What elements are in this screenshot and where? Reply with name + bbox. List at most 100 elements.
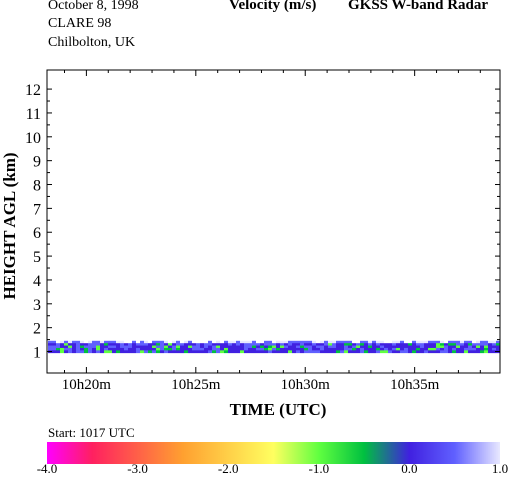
echo-cell bbox=[220, 345, 224, 349]
echo-cell bbox=[324, 345, 328, 349]
echo-cell bbox=[296, 340, 300, 344]
echo-cell bbox=[92, 343, 96, 346]
campaign-label: CLARE 98 bbox=[48, 16, 112, 31]
y-tick-label: 3 bbox=[33, 297, 41, 314]
echo-cell bbox=[336, 350, 340, 354]
echo-cell bbox=[276, 340, 280, 344]
echo-cell bbox=[52, 345, 56, 349]
echo-cell bbox=[80, 350, 84, 354]
echo-cell bbox=[280, 343, 284, 346]
echo-cell bbox=[152, 350, 156, 354]
echo-cell bbox=[480, 343, 484, 346]
echo-cell bbox=[292, 345, 296, 349]
echo-cell bbox=[456, 347, 460, 351]
echo-cell bbox=[308, 345, 312, 349]
echo-cell bbox=[68, 347, 72, 351]
echo-cell bbox=[448, 345, 452, 349]
echo-cell bbox=[244, 350, 248, 354]
y-axis-title: HEIGHT AGL (km) bbox=[0, 152, 19, 299]
echo-cell bbox=[136, 343, 140, 346]
echo-cell bbox=[124, 345, 128, 349]
echo-cell bbox=[144, 350, 148, 354]
echo-cell bbox=[380, 347, 384, 351]
echo-cell bbox=[56, 345, 60, 349]
colorbar bbox=[47, 442, 500, 464]
echo-cell bbox=[332, 343, 336, 346]
echo-cell bbox=[156, 343, 160, 346]
echo-cell bbox=[72, 343, 76, 346]
echo-cell bbox=[240, 343, 244, 346]
echo-cell bbox=[268, 345, 272, 349]
echo-cell bbox=[360, 343, 364, 346]
echo-cell bbox=[96, 345, 100, 349]
echo-cell bbox=[200, 345, 204, 349]
echo-cell bbox=[424, 340, 428, 344]
echo-cell bbox=[84, 343, 88, 346]
start-time-label: Start: 1017 UTC bbox=[48, 425, 135, 440]
echo-cell bbox=[100, 347, 104, 351]
echo-cell bbox=[468, 347, 472, 351]
echo-cell bbox=[440, 347, 444, 351]
echo-cell bbox=[56, 350, 60, 354]
echo-cell bbox=[488, 340, 492, 344]
echo-cell bbox=[456, 345, 460, 349]
echo-cell bbox=[148, 343, 152, 346]
echo-cell bbox=[376, 343, 380, 346]
echo-cell bbox=[428, 343, 432, 346]
echo-cell bbox=[248, 343, 252, 346]
echo-cell bbox=[172, 340, 176, 344]
echo-cell bbox=[168, 343, 172, 346]
echo-cell bbox=[396, 343, 400, 346]
echo-cell bbox=[128, 350, 132, 354]
echo-cell bbox=[244, 347, 248, 351]
x-axis-title: TIME (UTC) bbox=[230, 400, 327, 419]
echo-cell bbox=[372, 350, 376, 354]
echo-cell bbox=[448, 347, 452, 351]
echo-cell bbox=[100, 345, 104, 349]
echo-cell bbox=[252, 345, 256, 349]
echo-cell bbox=[284, 340, 288, 344]
echo-cell bbox=[280, 350, 284, 354]
echo-cell bbox=[204, 343, 208, 346]
echo-cell bbox=[124, 350, 128, 354]
echo-cell bbox=[108, 347, 112, 351]
echo-cell bbox=[120, 343, 124, 346]
echo-cell bbox=[160, 340, 164, 344]
echo-cell bbox=[156, 347, 160, 351]
echo-cell bbox=[276, 350, 280, 354]
echo-cell bbox=[416, 345, 420, 349]
echo-cell bbox=[276, 343, 280, 346]
echo-cell bbox=[112, 340, 116, 344]
echo-cell bbox=[316, 350, 320, 354]
echo-cell bbox=[420, 340, 424, 344]
echo-cell bbox=[116, 340, 120, 344]
echo-cell bbox=[384, 347, 388, 351]
echo-cell bbox=[464, 350, 468, 354]
echo-cell bbox=[304, 345, 308, 349]
echo-cell bbox=[368, 343, 372, 346]
echo-cell bbox=[292, 350, 296, 354]
echo-cell bbox=[64, 347, 68, 351]
echo-cell bbox=[124, 347, 128, 351]
echo-cell bbox=[464, 347, 468, 351]
echo-cell bbox=[176, 350, 180, 354]
echo-cell bbox=[444, 350, 448, 354]
echo-cell bbox=[112, 345, 116, 349]
echo-cell bbox=[88, 340, 92, 344]
echo-cell bbox=[312, 347, 316, 351]
echo-cell bbox=[344, 340, 348, 344]
echo-cell bbox=[416, 340, 420, 344]
echo-cell bbox=[152, 340, 156, 344]
echo-cell bbox=[404, 350, 408, 354]
echo-cell bbox=[144, 345, 148, 349]
echo-cell bbox=[316, 345, 320, 349]
echo-cell bbox=[364, 345, 368, 349]
echo-cell bbox=[272, 343, 276, 346]
echo-cell bbox=[252, 340, 256, 344]
echo-cell bbox=[156, 350, 160, 354]
echo-cell bbox=[52, 350, 56, 354]
echo-cell bbox=[332, 340, 336, 344]
echo-cell bbox=[396, 340, 400, 344]
echo-cell bbox=[248, 345, 252, 349]
